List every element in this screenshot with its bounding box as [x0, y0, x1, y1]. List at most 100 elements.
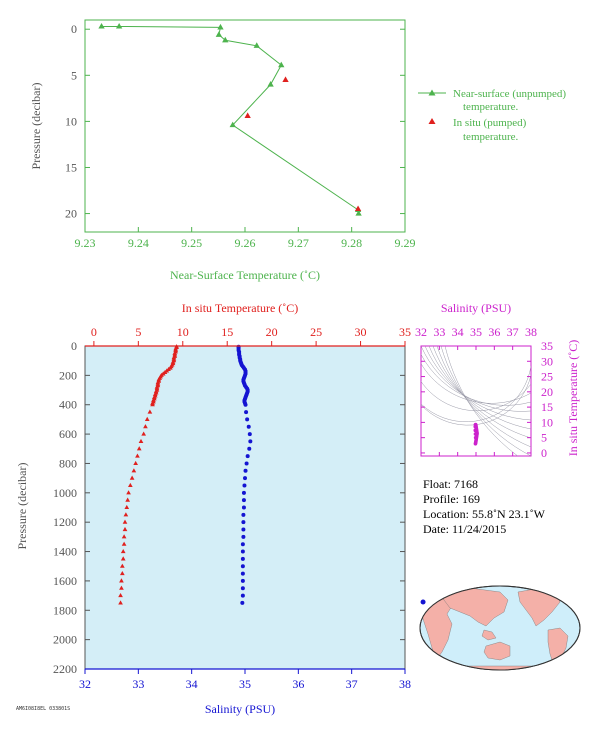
salinity-point	[240, 549, 245, 554]
salinity-tick-label: 35	[239, 677, 251, 691]
ts-point	[473, 424, 478, 429]
salinity-point	[240, 578, 245, 583]
salinity-point	[243, 402, 248, 407]
temperature-point	[136, 446, 142, 451]
top-x-tick-label: 9.28	[341, 236, 362, 250]
legend-marker-pumped	[428, 118, 436, 124]
ts-y-tick-label: 25	[541, 370, 553, 384]
temperature-axis-ticks: 0 5 10 15 20 25 30 35	[91, 325, 411, 346]
temperature-point	[122, 526, 128, 532]
salinity-point	[248, 439, 253, 444]
salinity-tick-label: 38	[399, 677, 411, 691]
float-info-panel: Float: 7168 Profile: 169 Location: 55.8˚…	[423, 477, 545, 537]
temperature-point	[141, 431, 147, 436]
pressure-tick-label: 1800	[53, 603, 77, 617]
salinity-point	[245, 417, 250, 422]
ts-x-axis-label: Salinity (PSU)	[441, 301, 511, 315]
top-legend: Near-surface (unpumped) temperature. In …	[418, 88, 566, 143]
salinity-point	[246, 424, 251, 429]
unpumped-point	[217, 23, 224, 30]
salinity-point	[240, 571, 245, 576]
ts-point	[473, 432, 478, 436]
ts-y-tick-label: 35	[541, 339, 553, 353]
temperature-point	[124, 504, 130, 510]
temperature-point	[119, 563, 125, 568]
unpumped-point	[215, 31, 223, 37]
ts-y-tick-label: 0	[541, 446, 547, 460]
ts-contour	[436, 346, 531, 448]
unpumped-point	[253, 42, 260, 48]
top-y-tick-label: 20	[65, 207, 77, 221]
profile-chart: 0 5 10 15 20 25 30 35 32 33 34 35 36 37 38 0 200 400 600…	[15, 301, 411, 716]
unpumped-point	[278, 61, 285, 68]
salinity-point	[241, 490, 246, 495]
top-y-tick-label: 10	[65, 114, 77, 128]
temperature-point	[131, 468, 137, 473]
pressure-axis-label: Pressure (decibar)	[15, 463, 29, 550]
temperature-tick-label: 20	[266, 325, 278, 339]
temperature-point	[135, 453, 140, 458]
temperature-axis-label: In situ Temperature (˚C)	[182, 301, 299, 315]
temperature-tick-label: 15	[221, 325, 233, 339]
top-x-tick-label: 9.24	[128, 236, 149, 250]
temperature-tick-label: 30	[355, 325, 367, 339]
temperature-point	[118, 592, 123, 598]
salinity-point	[241, 498, 246, 503]
temperature-tick-label: 5	[135, 325, 141, 339]
temperature-point	[133, 460, 139, 466]
unpumped-point	[355, 210, 362, 216]
temperature-point	[127, 482, 133, 488]
temperature-point	[129, 475, 135, 480]
temperature-point	[119, 578, 124, 583]
salinity-tick-label: 36	[292, 677, 304, 691]
pressure-tick-label: 1000	[53, 486, 77, 500]
temperature-point	[120, 556, 126, 561]
ts-y-axis-label: In situ Temperature (˚C)	[566, 340, 580, 457]
salinity-point	[247, 432, 252, 437]
top-y-tick-label: 15	[65, 160, 77, 174]
salinity-point	[240, 593, 245, 598]
pressure-tick-label: 800	[59, 456, 77, 470]
pressure-tick-label: 200	[59, 368, 77, 382]
salinity-point	[241, 512, 246, 517]
temperature-point	[143, 424, 148, 429]
salinity-point	[243, 476, 247, 481]
pressure-tick-label: 0	[71, 339, 77, 353]
top-y-axis-label: Pressure (decibar)	[29, 83, 43, 170]
unpumped-point	[115, 22, 123, 29]
temperature-tick-label: 0	[91, 325, 97, 339]
ts-x-tick-label: 35	[470, 325, 482, 339]
top-plot-frame	[84, 19, 406, 233]
salinity-point	[241, 520, 246, 525]
ts-density-contours	[421, 346, 531, 456]
temperature-point	[121, 534, 127, 539]
pumped-point	[244, 112, 251, 118]
ts-y-tick-label: 30	[541, 354, 553, 368]
temperature-tick-label: 35	[399, 325, 411, 339]
pressure-tick-label: 400	[59, 398, 77, 412]
ts-point	[473, 435, 478, 440]
ts-contour	[421, 363, 531, 404]
salinity-tick-label: 34	[186, 677, 198, 691]
top-y-ticks: 0 5 10 15 20	[65, 22, 405, 221]
legend-label-pumped-2: temperature.	[463, 131, 519, 143]
ts-y-tick-label: 20	[541, 385, 553, 399]
pressure-tick-label: 1200	[53, 515, 77, 529]
float-location-marker	[420, 599, 426, 605]
unpumped-point	[98, 22, 105, 29]
unpumped-line	[101, 25, 360, 214]
near-surface-temperature-chart: 9.23 9.24 9.25 9.26 9.27 9.28 9.29 0 5 10 15 20 Ne…	[29, 19, 566, 282]
ts-x-tick-label: 36	[488, 325, 500, 339]
temperature-point	[138, 438, 144, 443]
legend-label-unpumped-2: temperature.	[463, 101, 519, 113]
salinity-point	[244, 461, 249, 466]
top-x-tick-label: 9.29	[395, 236, 416, 250]
profile-number: Profile: 169	[423, 492, 480, 506]
ts-salinity-ticks: 32 33 34 35 36 37 38	[415, 325, 537, 456]
salinity-point	[240, 586, 245, 591]
ts-contour	[440, 346, 531, 456]
ts-x-tick-label: 34	[452, 325, 464, 339]
pumped-point	[354, 205, 362, 212]
